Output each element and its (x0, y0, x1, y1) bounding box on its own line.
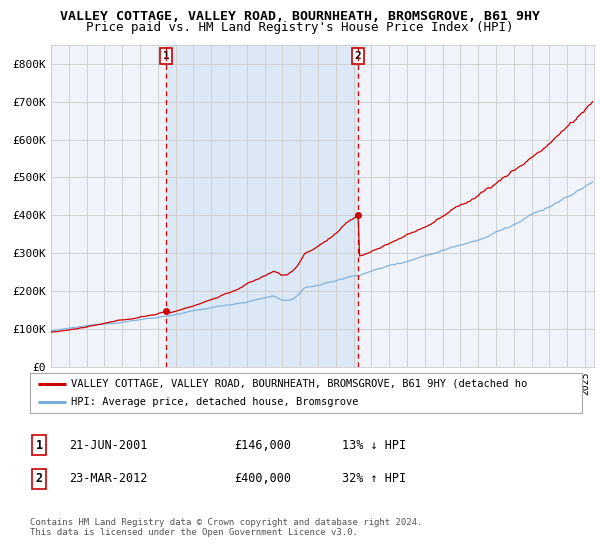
Text: 32% ↑ HPI: 32% ↑ HPI (342, 472, 406, 486)
Text: 1: 1 (35, 438, 43, 452)
Text: £400,000: £400,000 (234, 472, 291, 486)
Text: VALLEY COTTAGE, VALLEY ROAD, BOURNHEATH, BROMSGROVE, B61 9HY: VALLEY COTTAGE, VALLEY ROAD, BOURNHEATH,… (60, 10, 540, 22)
Text: 23-MAR-2012: 23-MAR-2012 (69, 472, 148, 486)
Text: HPI: Average price, detached house, Bromsgrove: HPI: Average price, detached house, Brom… (71, 398, 359, 407)
Text: VALLEY COTTAGE, VALLEY ROAD, BOURNHEATH, BROMSGROVE, B61 9HY (detached ho: VALLEY COTTAGE, VALLEY ROAD, BOURNHEATH,… (71, 379, 527, 389)
Text: 13% ↓ HPI: 13% ↓ HPI (342, 438, 406, 452)
Text: Price paid vs. HM Land Registry's House Price Index (HPI): Price paid vs. HM Land Registry's House … (86, 21, 514, 34)
Text: Contains HM Land Registry data © Crown copyright and database right 2024.
This d: Contains HM Land Registry data © Crown c… (30, 518, 422, 538)
Bar (166, 45, 358, 367)
Text: £146,000: £146,000 (234, 438, 291, 452)
Text: 1: 1 (163, 51, 170, 61)
Text: 21-JUN-2001: 21-JUN-2001 (69, 438, 148, 452)
Text: 2: 2 (355, 51, 361, 61)
Text: 2: 2 (35, 472, 43, 486)
